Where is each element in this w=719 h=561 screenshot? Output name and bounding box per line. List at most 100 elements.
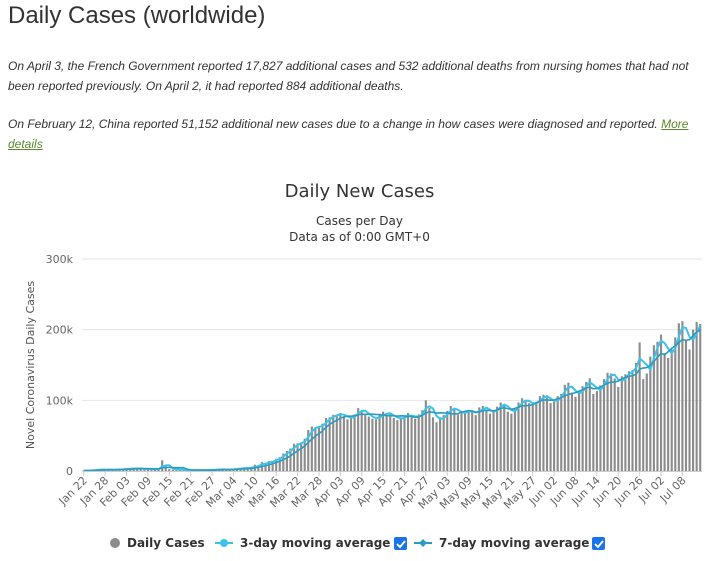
note-china-text: On February 12, China reported 51,152 ad… — [8, 117, 658, 131]
note-france: On April 3, the French Government report… — [8, 59, 689, 93]
more-details-link[interactable]: More details — [8, 117, 689, 151]
bar-daily-cases — [581, 386, 584, 471]
chart-subtitle: Cases per Day — [316, 214, 403, 228]
bar-daily-cases — [332, 414, 335, 471]
bar-daily-cases — [485, 409, 488, 471]
legend-daily-cases-label[interactable]: Daily Cases — [127, 536, 205, 550]
bar-daily-cases — [146, 468, 149, 471]
bar-daily-cases — [139, 468, 142, 471]
bar-daily-cases — [574, 396, 577, 471]
bar-daily-cases — [578, 391, 581, 471]
bar-daily-cases — [378, 415, 381, 471]
bar-daily-cases — [282, 453, 285, 471]
bar-daily-cases — [692, 329, 695, 471]
legend-daily-cases-marker[interactable] — [110, 538, 120, 548]
bar-daily-cases — [670, 349, 673, 471]
bar-daily-cases — [524, 401, 527, 471]
bar-daily-cases — [439, 417, 442, 471]
bar-daily-cases — [342, 416, 345, 471]
bar-daily-cases — [357, 408, 360, 471]
bar-daily-cases — [328, 417, 331, 471]
bar-daily-cases — [510, 413, 513, 471]
bar-daily-cases — [346, 419, 349, 471]
legend-7-day-checkbox[interactable] — [592, 537, 605, 550]
bar-daily-cases — [303, 438, 306, 471]
bar-daily-cases — [496, 406, 499, 471]
bar-daily-cases — [542, 394, 545, 471]
page-title: Daily Cases (worldwide) — [8, 2, 266, 29]
bar-daily-cases — [599, 385, 602, 471]
bar-daily-cases — [414, 418, 417, 471]
bar-daily-cases — [478, 407, 481, 471]
bar-daily-cases — [467, 410, 470, 471]
bar-daily-cases — [275, 458, 278, 471]
bar-daily-cases — [638, 342, 641, 471]
bar-daily-cases — [606, 372, 609, 471]
bar-daily-cases — [627, 371, 631, 471]
bar-daily-cases — [367, 416, 370, 471]
bar-daily-cases — [520, 398, 524, 471]
bar-daily-cases — [421, 410, 424, 471]
y-tick-label: 0 — [66, 465, 73, 478]
bar-daily-cases — [264, 463, 267, 471]
bar-daily-cases — [531, 405, 534, 471]
bar-daily-cases — [314, 427, 317, 471]
bar-daily-cases — [392, 418, 395, 471]
legend-7-day-label[interactable]: 7-day moving average — [439, 536, 589, 550]
bar-daily-cases — [631, 369, 634, 471]
bar-daily-cases — [171, 469, 174, 471]
bar-daily-cases — [474, 415, 477, 471]
bar-daily-cases — [563, 384, 566, 471]
bar-daily-cases — [431, 417, 435, 471]
bar-daily-cases — [396, 420, 399, 471]
bar-daily-cases — [364, 413, 367, 471]
y-axis-label: Novel Coronavirus Daily Cases — [24, 281, 37, 449]
bar-daily-cases — [681, 321, 684, 471]
bar-daily-cases — [481, 405, 484, 471]
bar-daily-cases — [585, 381, 588, 471]
bar-daily-cases — [292, 443, 296, 471]
legend-3-day-marker[interactable] — [220, 539, 228, 547]
legend-7-day-marker[interactable] — [419, 539, 427, 547]
daily-cases-chart: Daily New Cases Cases per Day Data as of 0… — [24, 181, 702, 550]
bar-daily-cases — [296, 443, 299, 471]
bar-daily-cases — [592, 393, 595, 471]
bar-daily-cases — [360, 410, 363, 471]
bar-daily-cases — [695, 321, 698, 471]
bar-daily-cases — [595, 391, 598, 471]
bar-daily-cases — [250, 467, 253, 471]
y-tick-label: 200k — [46, 324, 74, 337]
bar-daily-cases — [435, 422, 438, 471]
bar-daily-cases — [556, 396, 559, 471]
bar-daily-cases — [353, 414, 356, 471]
bar-daily-cases — [410, 417, 413, 471]
bar-daily-cases — [503, 404, 506, 471]
bar-daily-cases — [399, 417, 402, 471]
bar-daily-cases — [406, 413, 410, 471]
bar-daily-cases — [300, 442, 303, 471]
bar-daily-cases — [460, 412, 463, 471]
checkmark-icon — [396, 540, 406, 549]
bar-daily-cases — [620, 376, 623, 471]
bar-daily-cases — [588, 378, 591, 471]
bar-daily-cases — [645, 373, 648, 471]
bar-daily-cases — [652, 345, 655, 471]
bar-daily-cases — [602, 379, 606, 471]
bar-daily-cases — [136, 468, 139, 471]
bar-daily-cases — [535, 401, 538, 471]
bar-daily-cases — [349, 417, 353, 471]
bar-daily-cases — [446, 410, 449, 471]
bar-daily-cases — [492, 411, 495, 471]
bar-daily-cases — [424, 400, 427, 471]
bar-daily-cases — [613, 378, 616, 471]
legend-3-day-checkbox[interactable] — [394, 537, 407, 550]
legend-3-day-label[interactable]: 3-day moving average — [240, 536, 390, 550]
bar-daily-cases — [278, 457, 281, 471]
bar-daily-cases — [624, 374, 627, 471]
bar-daily-cases — [635, 362, 638, 471]
bar-daily-cases — [545, 397, 549, 471]
bar-daily-cases — [310, 426, 313, 471]
bar-daily-cases — [699, 324, 702, 471]
bar-daily-cases — [374, 419, 378, 471]
bar-daily-cases — [567, 382, 570, 471]
